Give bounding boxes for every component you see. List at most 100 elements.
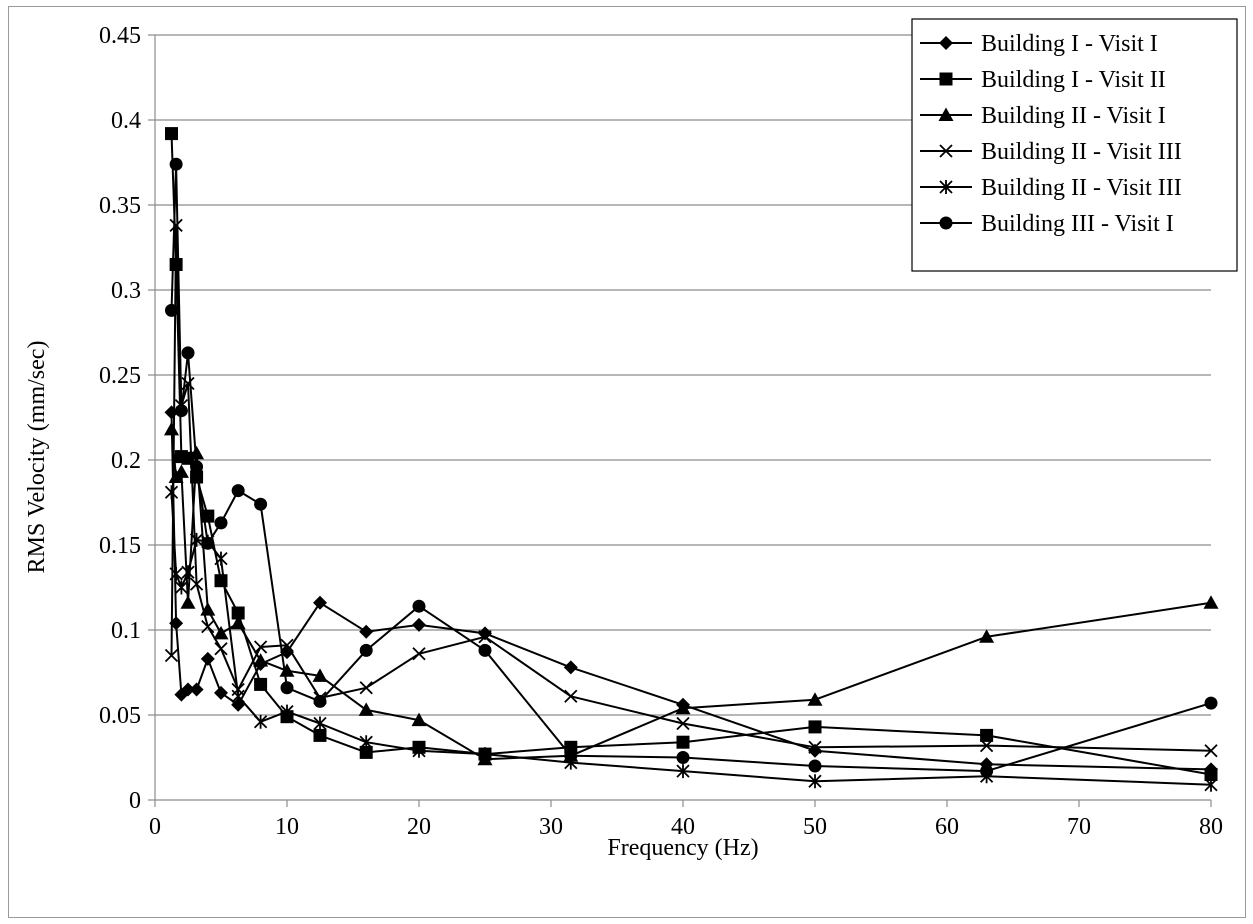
y-tick-label: 0.05 [99, 703, 141, 729]
x-tick-label: 60 [935, 814, 959, 840]
data-point-circle [174, 404, 188, 418]
data-point-square [165, 127, 178, 141]
data-point-triangle [173, 464, 189, 478]
legend-item: Building I - Visit I [920, 31, 1158, 57]
data-point-x [280, 638, 294, 652]
y-tick-label: 0.4 [111, 108, 141, 134]
data-point-star [478, 747, 492, 762]
x-tick-label: 30 [539, 814, 563, 840]
chart-frame [8, 6, 1246, 918]
data-point-x [412, 647, 426, 661]
x-tick-label: 40 [671, 814, 695, 840]
data-point-star [231, 689, 245, 704]
data-point-triangle [807, 692, 823, 706]
data-point-star [189, 532, 204, 547]
data-point-circle [214, 516, 228, 530]
data-point-square [214, 574, 228, 588]
data-point-triangle [979, 629, 995, 643]
series-3 [164, 421, 1219, 766]
data-point-square [808, 720, 822, 734]
y-tick-label: 0.2 [111, 448, 141, 474]
series-line [170, 429, 1212, 761]
data-point-x [979, 738, 994, 753]
data-point-star [174, 580, 189, 595]
legend-label: Building II - Visit III [981, 139, 1182, 165]
data-point-circle [231, 484, 245, 498]
data-point-triangle [411, 712, 427, 727]
axes [154, 35, 1211, 801]
series-line [170, 412, 1212, 771]
series-5 [164, 485, 1218, 792]
data-point-star [313, 716, 327, 731]
x-tick-label: 20 [407, 814, 431, 840]
data-point-x [564, 689, 578, 703]
data-point-triangle [213, 625, 229, 640]
data-point-x [189, 577, 204, 591]
data-point-square [359, 745, 373, 759]
data-point-circle [564, 749, 578, 763]
x-axis-title: Frequency (Hz) [607, 835, 758, 861]
data-point-x [1204, 744, 1218, 758]
legend-label: Building I - Visit II [981, 67, 1166, 93]
y-tick-label: 0.15 [99, 533, 141, 559]
y-tick-label: 0.45 [99, 23, 141, 49]
x-tick-label: 10 [275, 814, 299, 840]
y-tick-label: 0.35 [99, 193, 141, 219]
data-point-circle [1204, 696, 1218, 710]
data-point-triangle [358, 702, 374, 716]
x-tick-label: 0 [149, 814, 161, 840]
data-point-star [181, 565, 195, 580]
legend-label: Building I - Visit I [981, 31, 1158, 57]
data-point-square [231, 606, 245, 620]
data-point-star [676, 764, 690, 779]
legend-label: Building III - Visit I [981, 211, 1174, 237]
data-point-star [359, 735, 373, 750]
data-point-x [253, 640, 268, 654]
legend-label: Building II - Visit III [981, 175, 1182, 201]
data-point-circle [412, 599, 426, 613]
data-point-star [214, 551, 228, 566]
legend-marker [939, 72, 953, 86]
data-point-diamond [563, 660, 578, 675]
data-point-triangle [312, 668, 328, 682]
data-point-x [808, 740, 822, 754]
x-tick-labels: 0 10 20 30 40 50 60 70 80 [149, 814, 1223, 840]
data-point-star [164, 485, 179, 500]
data-point-x [214, 642, 228, 656]
legend-item: Building II - Visit III [920, 139, 1182, 165]
data-point-triangle [1203, 595, 1219, 609]
legend-box [911, 18, 1238, 272]
data-point-diamond [412, 617, 426, 632]
data-point-square [254, 677, 268, 691]
y-axis-title: RMS Velocity (mm/sec) [24, 341, 50, 574]
legend-item: Building II - Visit III [920, 175, 1182, 201]
series-6 [165, 157, 1218, 778]
y-tick-label: 0.1 [111, 618, 141, 644]
data-point-triangle [230, 615, 246, 630]
y-tick-labels: 0 0.05 0.1 0.15 0.2 0.25 0.3 0.35 0.4 0.45 [99, 23, 141, 814]
legend-item: Building III - Visit I [920, 211, 1174, 237]
data-point-square [676, 735, 690, 749]
data-point-circle [313, 694, 327, 708]
data-point-circle [165, 303, 178, 317]
data-point-circle [181, 346, 195, 360]
data-point-diamond [313, 595, 327, 610]
data-point-star [280, 704, 294, 719]
data-point-x [359, 681, 373, 695]
data-point-x [676, 716, 690, 731]
data-point-triangle [189, 445, 205, 460]
data-point-circle [190, 460, 204, 474]
data-point-circle [201, 536, 215, 550]
data-point-star [253, 714, 268, 729]
legend-label: Building II - Visit I [981, 103, 1166, 129]
legend-item: Building I - Visit II [920, 67, 1166, 93]
data-point-triangle [164, 421, 179, 436]
data-point-star [808, 774, 822, 789]
x-tick-label: 50 [803, 814, 827, 840]
data-point-diamond [181, 682, 195, 697]
y-tick-label: 0 [129, 788, 141, 814]
data-point-circle [254, 497, 268, 511]
data-point-circle [359, 643, 373, 657]
data-point-x [164, 648, 179, 663]
